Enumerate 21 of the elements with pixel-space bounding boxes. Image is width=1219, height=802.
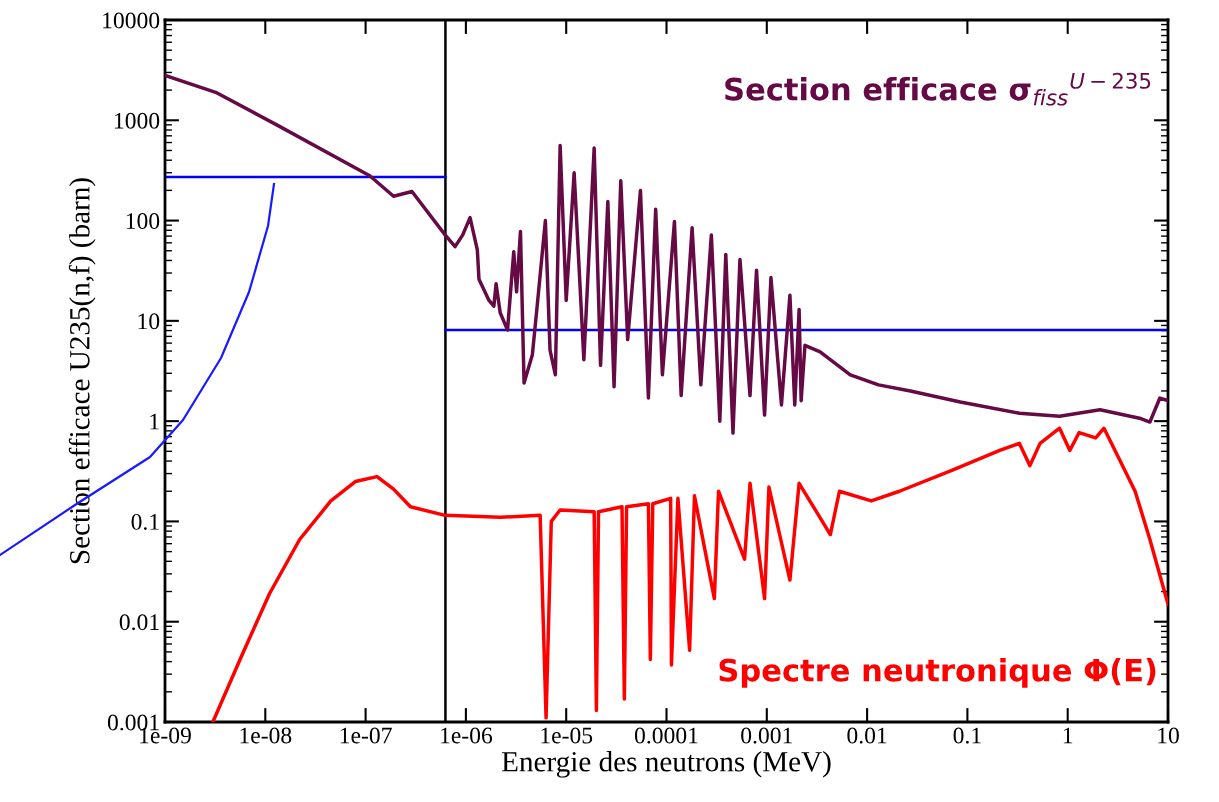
text: Section efficace σ$_{fiss}$$^{U−235}$ bbox=[725, 72, 1151, 106]
x-tick-label: 1e-06 bbox=[441, 727, 493, 744]
x-tick-label: 10 bbox=[1158, 727, 1179, 744]
x-tick-label: 0.0001 bbox=[634, 727, 698, 744]
x-tick-label: 1e-08 bbox=[240, 727, 292, 744]
y-tick-label: 1 bbox=[150, 413, 159, 430]
y-axis-title: Section efficace U235(n,f) (barn) bbox=[68, 178, 96, 564]
y-tick-label: 0.1 bbox=[131, 513, 159, 530]
y-tick-label: 1000 bbox=[114, 112, 160, 129]
x-tick-label: 1 bbox=[1063, 727, 1073, 744]
x-axis-title: Energie des neutrons (MeV) bbox=[501, 751, 831, 778]
x-tick-label: 1e-05 bbox=[541, 727, 593, 744]
y-tick-label: 10000 bbox=[103, 12, 160, 29]
y-tick-label: 0.01 bbox=[119, 614, 159, 631]
x-tick-label: 0.001 bbox=[741, 727, 792, 744]
series-label: Spectre neutronique Φ(E) bbox=[719, 658, 1156, 688]
y-tick-label: 100 bbox=[126, 213, 160, 229]
y-tick-label: 10 bbox=[138, 313, 160, 330]
x-tick-label: 1e-07 bbox=[340, 727, 392, 744]
x-tick-label: 0.01 bbox=[847, 727, 887, 744]
x-tick-label: 0.1 bbox=[953, 727, 981, 744]
